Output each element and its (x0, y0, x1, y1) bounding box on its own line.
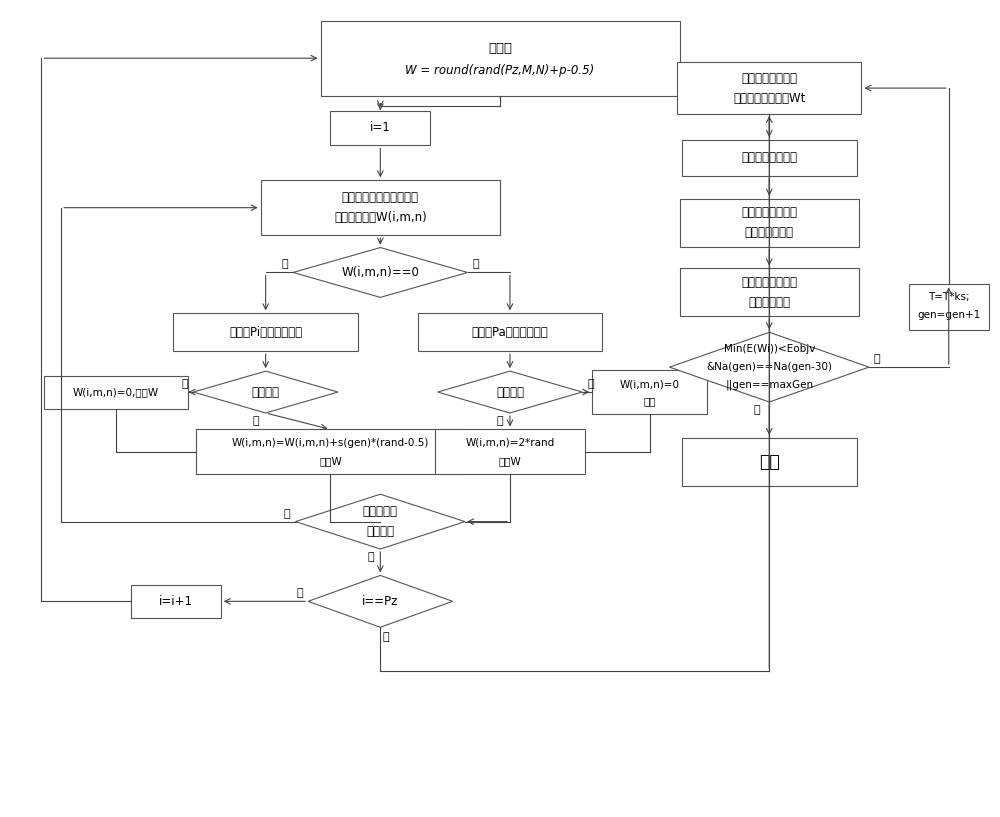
Text: 所有换能器: 所有换能器 (363, 505, 398, 518)
Text: W(i,m,n)=0,更新W: W(i,m,n)=0,更新W (73, 387, 159, 397)
Text: 以概率Pi灭活该换能器: 以概率Pi灭活该换能器 (229, 326, 302, 339)
Polygon shape (293, 248, 468, 297)
FancyBboxPatch shape (131, 585, 221, 618)
Polygon shape (296, 494, 465, 549)
Polygon shape (308, 575, 453, 627)
Text: 向教师矩阵学习: 向教师矩阵学习 (745, 226, 794, 239)
Text: 是: 是 (367, 552, 374, 562)
Text: W = round(rand(Pz,M,N)+p-0.5): W = round(rand(Pz,M,N)+p-0.5) (405, 64, 595, 77)
Text: 更新W: 更新W (499, 456, 521, 466)
FancyBboxPatch shape (261, 181, 500, 235)
FancyBboxPatch shape (418, 314, 602, 351)
Text: 更新W: 更新W (319, 456, 342, 466)
Text: 初始化: 初始化 (488, 42, 512, 55)
Text: 都已遍历: 都已遍历 (366, 525, 394, 538)
Text: 之间互相学习: 之间互相学习 (748, 296, 790, 309)
Text: i=1: i=1 (370, 122, 391, 135)
FancyBboxPatch shape (320, 20, 680, 96)
Text: W(i,m,n)==0: W(i,m,n)==0 (341, 266, 419, 279)
Text: i==Pz: i==Pz (362, 595, 399, 608)
Text: 是: 是 (497, 416, 503, 426)
Text: W(i,m,n)=2*rand: W(i,m,n)=2*rand (465, 438, 555, 448)
Text: 是: 是 (473, 260, 479, 270)
FancyBboxPatch shape (680, 269, 859, 316)
Text: 否: 否 (284, 509, 291, 519)
Text: 否: 否 (874, 354, 881, 364)
Text: 否: 否 (182, 379, 188, 389)
FancyBboxPatch shape (677, 62, 861, 114)
Text: i=i+1: i=i+1 (159, 595, 193, 608)
Text: W(i,m,n)=0: W(i,m,n)=0 (620, 379, 680, 389)
FancyBboxPatch shape (592, 369, 707, 414)
FancyBboxPatch shape (330, 110, 430, 145)
Text: 是: 是 (754, 405, 761, 415)
FancyBboxPatch shape (680, 199, 859, 247)
Text: W(i,m,n)=W(i,m,n)+s(gen)*(rand-0.5): W(i,m,n)=W(i,m,n)+s(gen)*(rand-0.5) (232, 438, 429, 448)
Text: 灭活成功: 灭活成功 (252, 386, 280, 399)
Text: T=T*ks;: T=T*ks; (928, 292, 970, 302)
Text: 结束: 结束 (759, 453, 780, 471)
Text: &Na(gen)==Na(gen-30): &Na(gen)==Na(gen-30) (706, 362, 832, 372)
Text: gen=gen+1: gen=gen+1 (917, 310, 980, 320)
Text: 以概率Pa激活该换能器: 以概率Pa激活该换能器 (472, 326, 548, 339)
FancyBboxPatch shape (682, 438, 857, 486)
Text: 教师矩阵自我学习: 教师矩阵自我学习 (741, 151, 797, 164)
Text: 保持: 保持 (643, 396, 656, 406)
Text: 激活成功: 激活成功 (496, 386, 524, 399)
Text: ||gen==maxGen: ||gen==maxGen (725, 380, 813, 391)
Text: 按随机序列选取换能器，: 按随机序列选取换能器， (342, 191, 419, 204)
FancyBboxPatch shape (196, 430, 465, 475)
Text: 其权值系数为W(i,m,n): 其权值系数为W(i,m,n) (334, 211, 427, 224)
Polygon shape (670, 333, 869, 402)
FancyBboxPatch shape (435, 430, 585, 475)
Text: 值，选择教师矩阵Wt: 值，选择教师矩阵Wt (733, 92, 805, 105)
FancyBboxPatch shape (44, 376, 188, 408)
FancyBboxPatch shape (682, 140, 857, 176)
Text: 否: 否 (281, 260, 288, 270)
Polygon shape (193, 371, 338, 413)
Text: Min(E(Wi))<Eobjv: Min(E(Wi))<Eobjv (724, 344, 815, 355)
Text: 教阶段，学生矩阵: 教阶段，学生矩阵 (741, 206, 797, 219)
Text: 否: 否 (587, 379, 594, 389)
Text: 是: 是 (252, 416, 259, 426)
Polygon shape (438, 371, 582, 413)
Text: 学阶段，学生矩阵: 学阶段，学生矩阵 (741, 276, 797, 289)
FancyBboxPatch shape (173, 314, 358, 351)
Text: 评价班级个体能量: 评价班级个体能量 (741, 72, 797, 85)
Text: 否: 否 (296, 588, 303, 598)
Text: 是: 是 (382, 632, 389, 642)
FancyBboxPatch shape (909, 284, 989, 330)
